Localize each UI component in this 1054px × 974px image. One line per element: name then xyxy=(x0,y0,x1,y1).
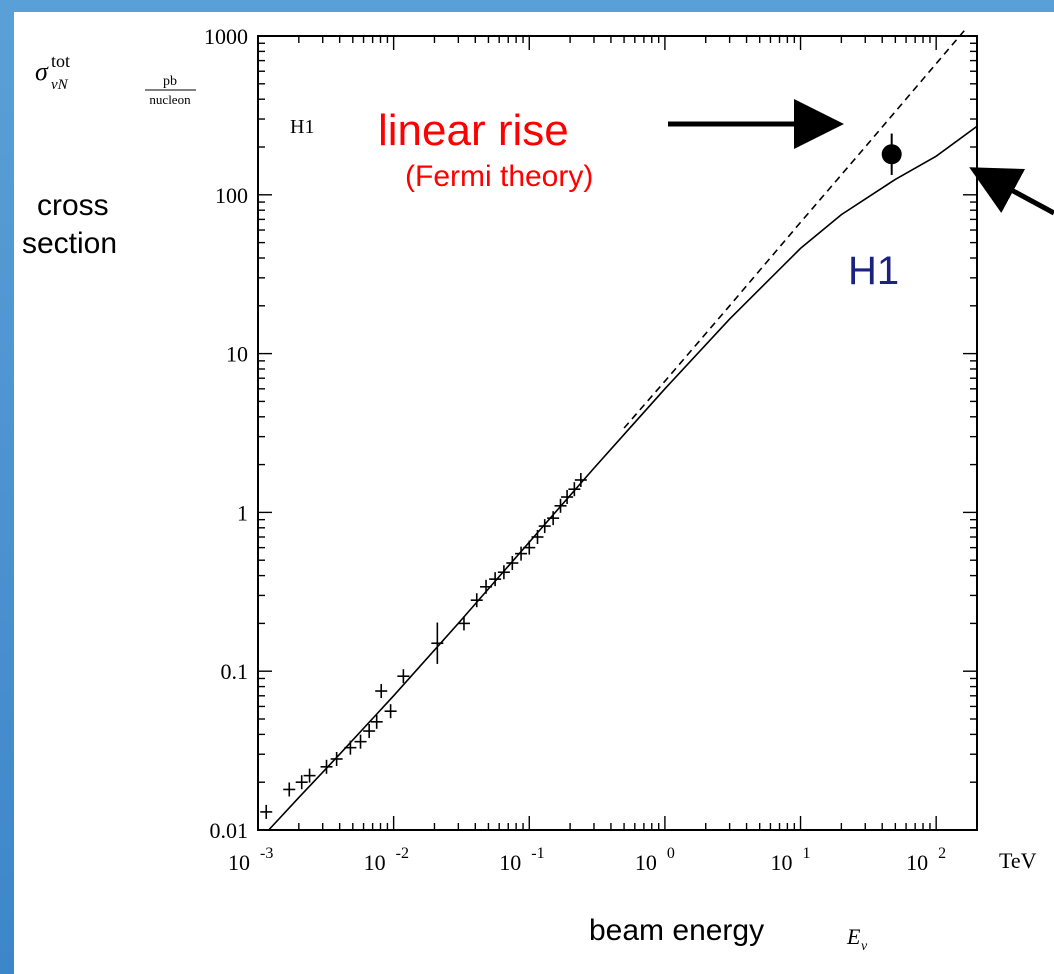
x-tick-label: 10 0 xyxy=(635,845,675,875)
x-tick-exponent: 0 xyxy=(667,845,675,862)
data-point xyxy=(304,769,316,783)
data-point xyxy=(458,616,470,630)
y-tick-label: 10 xyxy=(226,342,248,367)
y-tick-label: 0.01 xyxy=(210,818,249,843)
x-tick-base: 10 xyxy=(771,850,793,875)
y-axis-label-line2: section xyxy=(22,227,117,260)
data-point xyxy=(561,490,573,504)
linear-rise-curve xyxy=(624,27,967,428)
x-axis-unit: TeV xyxy=(999,848,1037,873)
data-point xyxy=(489,572,501,586)
x-tick-base: 10 xyxy=(228,850,250,875)
x-tick-label: 10 2 xyxy=(906,845,946,875)
data-point xyxy=(480,580,492,594)
data-points xyxy=(260,134,901,819)
annotation-linear-rise: linear rise xyxy=(378,106,569,155)
x-tick-exponent: 2 xyxy=(938,845,946,862)
x-axis-label: beam energy xyxy=(589,914,764,947)
y-tick-label: 1000 xyxy=(204,24,248,49)
x-tick-label: 10 -3 xyxy=(228,845,273,875)
y-tick-labels: 0.01 0.1 1 10 100 1000 xyxy=(204,24,248,843)
annotation-fermi-theory: (Fermi theory) xyxy=(405,160,593,193)
data-point xyxy=(575,473,587,487)
x-tick-label: 10 1 xyxy=(771,845,811,875)
x-tick-exponent: -1 xyxy=(531,845,544,862)
y-axis-symbol-sup: tot xyxy=(51,51,70,71)
x-tick-exponent: 1 xyxy=(803,845,811,862)
y-tick-label: 0.1 xyxy=(221,659,249,684)
y-axis-unit-num: pb xyxy=(163,74,177,89)
y-tick-label: 100 xyxy=(215,183,248,208)
data-point xyxy=(431,623,443,664)
y-axis-label-line1: cross xyxy=(37,189,109,222)
x-tick-exponent: -2 xyxy=(396,845,409,862)
y-axis-unit-den: nucleon xyxy=(149,92,191,107)
x-axis-symbol-sub: ν xyxy=(861,939,868,954)
y-axis-symbol-sub: νN xyxy=(51,77,69,93)
data-point xyxy=(283,782,295,796)
data-point xyxy=(532,530,544,544)
minor-ticks xyxy=(258,36,977,830)
x-tick-base: 10 xyxy=(635,850,657,875)
data-point xyxy=(385,704,397,718)
data-point xyxy=(568,482,580,496)
y-axis-symbol: σ xyxy=(35,57,49,86)
series-layer xyxy=(269,27,977,830)
data-point xyxy=(471,593,483,607)
x-tick-base: 10 xyxy=(906,850,928,875)
x-tick-label: 10 -1 xyxy=(499,845,544,875)
x-tick-base: 10 xyxy=(499,850,521,875)
annotation-h1: H1 xyxy=(848,249,899,293)
y-tick-label: 1 xyxy=(237,500,248,525)
h1-curve xyxy=(269,126,977,830)
data-point xyxy=(539,519,551,533)
major-ticks xyxy=(258,36,977,830)
data-point xyxy=(375,684,387,698)
data-point xyxy=(296,775,308,789)
plot-tag: H1 xyxy=(290,116,314,138)
arrow-h1 xyxy=(978,172,1054,213)
x-tick-base: 10 xyxy=(364,850,386,875)
data-point xyxy=(344,741,356,755)
x-axis-symbol: E xyxy=(846,924,861,949)
data-point xyxy=(547,511,559,525)
data-point xyxy=(506,556,518,570)
x-tick-labels: 10 -3 10 -2 10 -1 10 0 10 1 10 2 xyxy=(228,845,946,875)
x-tick-exponent: -3 xyxy=(260,845,273,862)
data-point xyxy=(523,541,535,555)
data-point xyxy=(260,805,272,819)
x-tick-label: 10 -2 xyxy=(364,845,409,875)
plot-area xyxy=(258,36,977,830)
data-point xyxy=(371,715,383,729)
data-point xyxy=(515,547,527,561)
h1-data-point xyxy=(882,144,902,164)
